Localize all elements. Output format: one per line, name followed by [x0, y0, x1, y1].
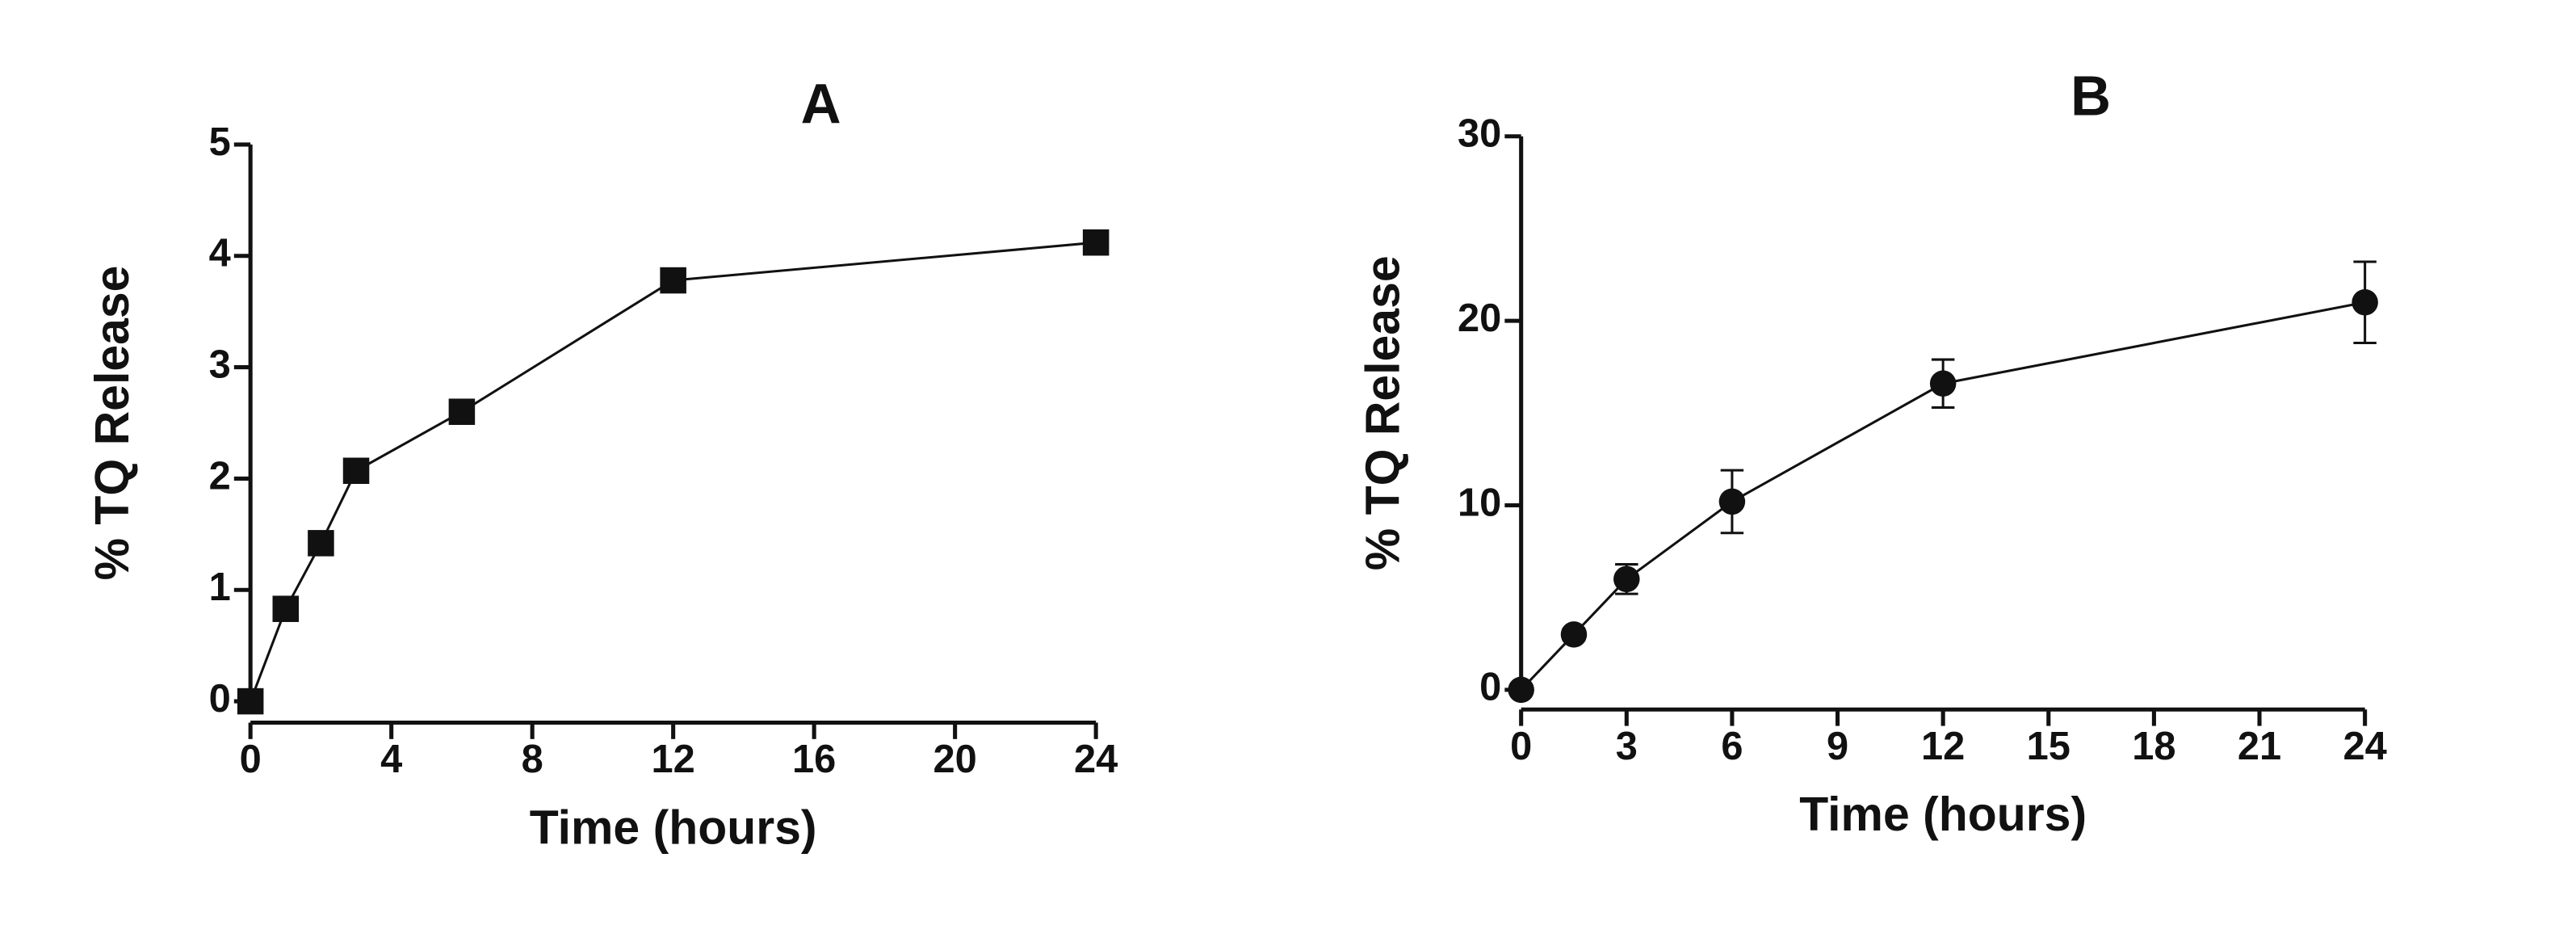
y-tick-label: 4	[209, 232, 231, 275]
marker	[1560, 621, 1588, 648]
marker	[342, 457, 370, 485]
y-tick-label: 3	[209, 343, 231, 386]
x-tick-label: 4	[380, 738, 402, 781]
x-tick-label: 16	[792, 738, 836, 781]
x-tick-label: 18	[2132, 725, 2175, 768]
x-tick-label: 12	[652, 738, 695, 781]
marker	[1508, 676, 1534, 704]
x-axis-title: Time (hours)	[530, 801, 817, 854]
marker	[1082, 229, 1110, 256]
y-tick-label: 5	[209, 120, 231, 164]
y-tick-label: 30	[1458, 112, 1501, 156]
y-axis-title: % TQ Release	[86, 266, 139, 581]
x-tick-label: 24	[1074, 738, 1118, 781]
x-tick-label: 15	[2027, 725, 2070, 768]
x-tick-label: 6	[1721, 725, 1743, 768]
chart-title: B	[2070, 64, 2111, 127]
x-tick-label: 24	[2343, 725, 2387, 768]
x-tick-label: 9	[1827, 725, 1848, 768]
x-tick-label: 12	[1921, 725, 1965, 768]
y-tick-label: 20	[1458, 296, 1501, 340]
marker	[2352, 289, 2378, 316]
y-tick-label: 0	[1479, 666, 1501, 709]
marker	[1718, 488, 1746, 515]
y-tick-label: 1	[209, 565, 231, 609]
marker	[272, 595, 300, 622]
y-tick-label: 0	[209, 677, 231, 721]
x-tick-label: 0	[1510, 725, 1532, 768]
x-tick-label: 21	[2238, 725, 2281, 768]
marker	[660, 267, 686, 294]
x-tick-label: 8	[522, 738, 543, 781]
marker	[448, 398, 476, 425]
marker	[308, 530, 334, 557]
marker	[1929, 370, 1957, 397]
y-axis-title: % TQ Release	[1357, 255, 1410, 570]
x-tick-label: 0	[240, 738, 262, 781]
x-axis-title: Time (hours)	[1799, 788, 2087, 841]
x-tick-label: 3	[1616, 725, 1638, 768]
marker	[237, 687, 264, 715]
x-tick-label: 20	[933, 738, 977, 781]
y-tick-label: 10	[1458, 481, 1501, 524]
data-line	[249, 241, 1097, 702]
y-tick-label: 2	[209, 454, 231, 498]
chart-title: A	[801, 72, 841, 135]
marker	[1613, 565, 1640, 593]
